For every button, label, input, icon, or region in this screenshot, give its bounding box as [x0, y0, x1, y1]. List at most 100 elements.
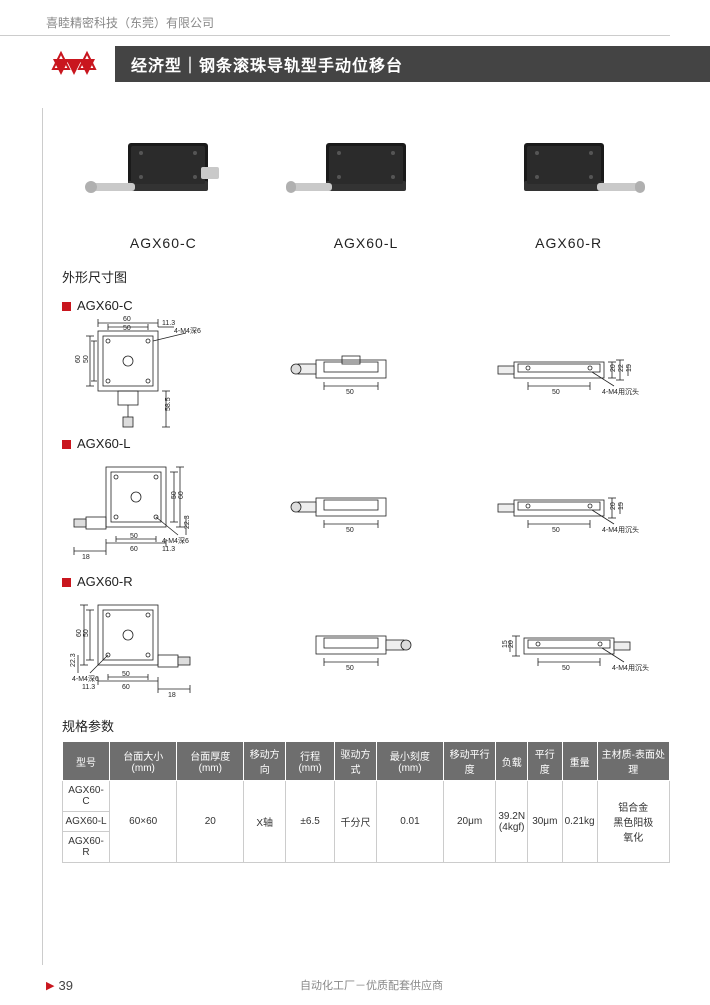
dimensions-heading: 外形尺寸图 — [62, 267, 670, 286]
svg-text:50: 50 — [552, 389, 560, 396]
svg-text:20: 20 — [508, 640, 515, 648]
product-gallery: AGX60-C AGX60-L — [62, 122, 670, 251]
title-row: 经济型｜钢条滚珠导轨型手动位移台 — [0, 46, 710, 82]
table-row: AGX60-C 60×60 20 X轴 ±6.5 千分尺 0.01 20μm 3… — [63, 781, 670, 812]
footer-center-text: 自动化工厂－优质配套供应商 — [73, 977, 670, 993]
svg-text:4-M4用沉头: 4-M4用沉头 — [602, 387, 639, 396]
svg-text:58.5: 58.5 — [165, 397, 172, 411]
svg-text:4-M4用沉头: 4-M4用沉头 — [612, 663, 649, 672]
subheading-c: AGX60-C — [62, 298, 670, 313]
svg-text:60: 60 — [123, 316, 131, 323]
th-load: 负载 — [496, 742, 528, 781]
svg-text:50: 50 — [171, 491, 178, 499]
th-weight: 重量 — [562, 742, 597, 781]
cell-thickness: 20 — [177, 781, 244, 863]
subheading-label: AGX60-L — [77, 436, 130, 451]
drawing-r-top: 60 50 18 50 60 22.3 4-M4深6 11.3 — [68, 593, 218, 703]
product-label: AGX60-L — [334, 235, 399, 251]
cell-drive: 千分尺 — [335, 781, 377, 863]
cell-model: AGX60-R — [63, 832, 110, 863]
svg-text:20: 20 — [610, 364, 617, 372]
product-item: AGX60-C — [68, 122, 258, 251]
product-item: AGX60-L — [271, 122, 461, 251]
cell-direction: X轴 — [244, 781, 286, 863]
svg-text:50: 50 — [83, 629, 90, 637]
subheading-l: AGX60-L — [62, 436, 670, 451]
subheading-label: AGX60-R — [77, 574, 133, 589]
red-square-icon — [62, 302, 71, 311]
svg-text:15: 15 — [626, 364, 633, 372]
page-number: 39 — [58, 978, 72, 993]
svg-text:60: 60 — [76, 629, 83, 637]
svg-text:11.3: 11.3 — [162, 320, 175, 327]
drawing-l-top: 60 50 18 50 60 22.3 4-M4深6 11.3 — [68, 455, 218, 565]
product-photo-l — [286, 122, 446, 217]
svg-text:60: 60 — [75, 355, 82, 363]
drawing-c-side: 50 4-M4用沉头 20 22 15 — [484, 342, 664, 402]
cell-parallel: 30μm — [528, 781, 563, 863]
company-name: 喜睦精密科技（东莞）有限公司 — [0, 0, 670, 36]
brand-logo — [46, 46, 101, 82]
svg-text:20: 20 — [610, 502, 617, 510]
svg-text:60: 60 — [178, 491, 185, 499]
th-minscale: 最小刻度 (mm) — [377, 742, 444, 781]
svg-text:15: 15 — [502, 640, 509, 648]
triangle-icon: ▶ — [46, 979, 54, 992]
cell-stroke: ±6.5 — [286, 781, 335, 863]
svg-text:22.3: 22.3 — [70, 653, 77, 667]
th-parallel: 平行度 — [528, 742, 563, 781]
red-square-icon — [62, 578, 71, 587]
left-margin-rule — [42, 108, 43, 965]
drawing-r-front: 50 — [276, 618, 426, 678]
subheading-label: AGX60-C — [77, 298, 133, 313]
cell-size: 60×60 — [110, 781, 177, 863]
svg-text:22: 22 — [618, 364, 625, 372]
drawing-row-l: 60 50 18 50 60 22.3 4-M4深6 11.3 50 — [62, 457, 670, 562]
spec-heading: 规格参数 — [62, 716, 670, 735]
page-footer: ▶ 39 自动化工厂－优质配套供应商 — [0, 977, 710, 993]
spec-header-row: 型号 台面大小 (mm) 台面厚度 (mm) 移动方向 行程 (mm) 驱动方式… — [63, 742, 670, 781]
th-model: 型号 — [63, 742, 110, 781]
cell-model: AGX60-C — [63, 781, 110, 812]
svg-text:50: 50 — [130, 533, 138, 540]
drawing-c-top: 60 50 11.3 4-M4深6 60 50 58.5 — [68, 313, 218, 431]
cell-material: 铝合金 黑色阳极 氧化 — [597, 781, 669, 863]
product-label: AGX60-C — [130, 235, 197, 251]
th-stroke: 行程 (mm) — [286, 742, 335, 781]
svg-text:60: 60 — [122, 684, 130, 691]
drawing-l-side: 50 4-M4用沉头 20 15 — [484, 480, 664, 540]
page-title: 经济型｜钢条滚珠导轨型手动位移台 — [115, 46, 710, 82]
product-item: AGX60-R — [474, 122, 664, 251]
svg-text:50: 50 — [123, 325, 131, 332]
svg-text:50: 50 — [346, 389, 354, 396]
cell-weight: 0.21kg — [562, 781, 597, 863]
th-drive: 驱动方式 — [335, 742, 377, 781]
drawing-r-side: 50 4-M4用沉头 20 15 — [484, 618, 664, 678]
spec-table: 型号 台面大小 (mm) 台面厚度 (mm) 移动方向 行程 (mm) 驱动方式… — [62, 741, 670, 863]
svg-text:18: 18 — [82, 554, 90, 561]
svg-text:4-M4深6: 4-M4深6 — [72, 674, 99, 683]
svg-text:22.3: 22.3 — [184, 515, 191, 529]
svg-text:4-M4深6: 4-M4深6 — [162, 536, 189, 545]
drawing-row-c: 60 50 11.3 4-M4深6 60 50 58.5 50 — [62, 319, 670, 424]
th-thickness: 台面厚度 (mm) — [177, 742, 244, 781]
svg-text:50: 50 — [122, 671, 130, 678]
subheading-r: AGX60-R — [62, 574, 670, 589]
cell-load: 39.2N (4kgf) — [496, 781, 528, 863]
th-size: 台面大小 (mm) — [110, 742, 177, 781]
svg-text:50: 50 — [346, 527, 354, 534]
product-photo-c — [83, 122, 243, 217]
svg-text:18: 18 — [168, 692, 176, 699]
svg-text:50: 50 — [346, 665, 354, 672]
cell-model: AGX60-L — [63, 812, 110, 832]
product-photo-r — [489, 122, 649, 217]
red-square-icon — [62, 440, 71, 449]
svg-text:15: 15 — [618, 502, 625, 510]
th-direction: 移动方向 — [244, 742, 286, 781]
product-label: AGX60-R — [535, 235, 602, 251]
svg-text:50: 50 — [562, 665, 570, 672]
cell-moveparallel: 20μm — [443, 781, 496, 863]
svg-text:4-M4深6: 4-M4深6 — [174, 326, 201, 335]
drawing-c-front: 50 — [276, 342, 426, 402]
cell-minscale: 0.01 — [377, 781, 444, 863]
